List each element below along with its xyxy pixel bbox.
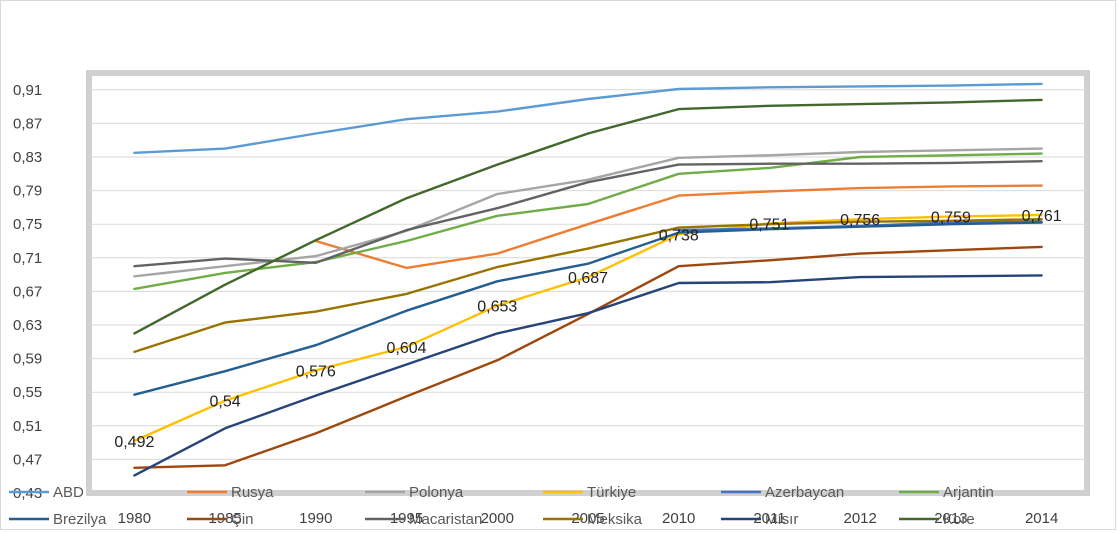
legend-label: Meksika	[587, 511, 643, 528]
data-label: 0,54	[210, 394, 241, 411]
legend-label: Azerbaycan	[765, 484, 844, 501]
data-label: 0,759	[931, 210, 971, 227]
y-tick-label: 0,51	[13, 418, 42, 435]
data-label: 0,756	[840, 212, 880, 229]
legend-label: Macaristan	[409, 511, 482, 528]
x-tick-label: 2010	[662, 510, 695, 527]
x-tick-label: 2013	[934, 510, 967, 527]
legend-label: Türkiye	[587, 484, 636, 501]
data-label: 0,738	[659, 227, 699, 244]
legend-label: Kore	[943, 511, 975, 528]
data-label: 0,604	[387, 340, 427, 357]
y-tick-label: 0,47	[13, 451, 42, 468]
x-tick-label: 2011	[753, 510, 785, 527]
x-tick-label: 2014	[1025, 510, 1058, 527]
series-line-meksika	[133, 217, 1043, 354]
series-line-arjantin	[133, 152, 1043, 291]
x-tick-label: 1980	[118, 510, 151, 527]
series-line-abd	[133, 82, 1043, 155]
legend-label: Polonya	[409, 484, 464, 501]
y-tick-label: 0,43	[13, 485, 42, 502]
y-tick-label: 0,75	[13, 216, 42, 233]
legend-label: Brezilya	[53, 511, 107, 528]
series-line-rusya	[314, 184, 1043, 270]
series-line-brezilya	[133, 221, 1043, 396]
data-label: 0,751	[749, 216, 789, 233]
series-line-kore	[133, 98, 1043, 335]
x-tick-label: 1995	[390, 510, 423, 527]
series-line-polonya	[133, 147, 1043, 278]
y-tick-label: 0,59	[13, 351, 42, 368]
series-line-türkiye	[133, 213, 1043, 443]
y-tick-label: 0,67	[13, 283, 42, 300]
y-tick-label: 0,91	[13, 82, 42, 99]
series-line-mısır	[133, 274, 1043, 477]
x-tick-label: 2012	[843, 510, 876, 527]
legend-label: Rusya	[231, 484, 274, 501]
data-label: 0,492	[114, 434, 154, 451]
x-tick-label: 1990	[299, 510, 332, 527]
data-label: 0,761	[1022, 208, 1062, 225]
legend-label: ABD	[53, 484, 84, 501]
plot-border	[86, 70, 1090, 496]
legend-label: Mısır	[765, 511, 798, 528]
data-label: 0,576	[296, 363, 336, 380]
data-label: 0,687	[568, 270, 608, 287]
y-tick-label: 0,87	[13, 115, 42, 132]
legend-label: Arjantin	[943, 484, 994, 501]
x-tick-label: 2000	[481, 510, 514, 527]
y-tick-label: 0,83	[13, 149, 42, 166]
legend-label: Çin	[231, 511, 254, 528]
x-tick-label: 2005	[571, 510, 604, 527]
series-line-macaristan	[133, 159, 1043, 268]
data-label: 0,653	[477, 299, 517, 316]
y-tick-label: 0,63	[13, 317, 42, 334]
y-tick-label: 0,79	[13, 183, 42, 200]
y-tick-label: 0,71	[13, 250, 42, 267]
y-tick-label: 0,55	[13, 384, 42, 401]
